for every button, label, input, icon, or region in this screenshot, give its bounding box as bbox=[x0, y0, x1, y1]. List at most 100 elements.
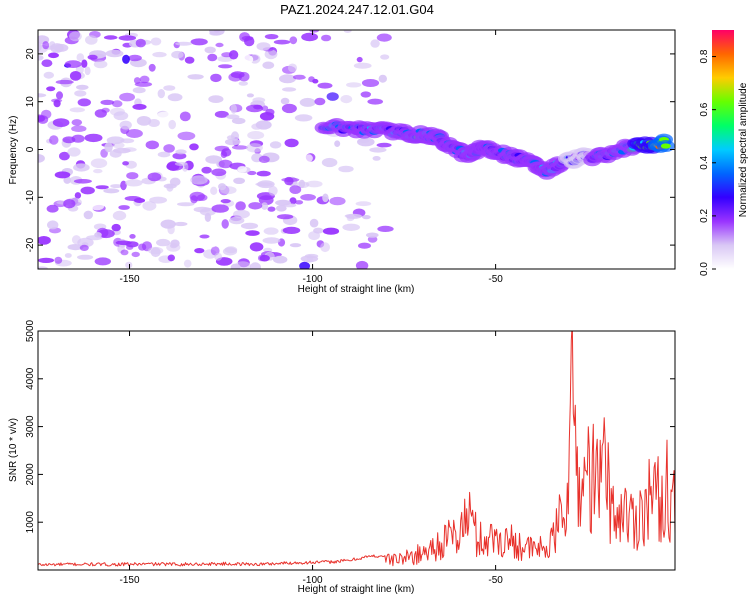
spectrogram-noise-cell bbox=[294, 200, 304, 205]
spectrogram-noise-cell bbox=[255, 182, 273, 187]
spectrogram-noise-cell bbox=[305, 180, 323, 188]
spectrogram-noise-cell bbox=[108, 92, 115, 97]
spectrogram-noise-cell bbox=[238, 81, 248, 86]
spectrogram-noise-cell bbox=[338, 165, 354, 173]
colorbar: 0.0 0.2 0.4 0.6 0.8 Normalized spectral ampl… bbox=[699, 30, 749, 276]
spectrogram-noise-cell bbox=[268, 185, 278, 196]
spectrogram-noise-cell bbox=[276, 214, 294, 220]
spectrogram-noise-cell bbox=[289, 243, 302, 248]
spectrogram-noise-cell bbox=[73, 179, 92, 184]
spectrogram-noise-cell bbox=[321, 34, 332, 42]
spectrogram-noise-cell bbox=[167, 254, 175, 262]
spectrogram-noise-cell bbox=[46, 204, 59, 213]
spectrogram-noise-cell bbox=[76, 84, 89, 90]
spectrogram-noise-cell bbox=[264, 34, 279, 40]
spectrogram-noise-cell bbox=[105, 49, 124, 58]
spectrogram-noise-cell bbox=[317, 82, 333, 89]
spectrogram-noise-cell bbox=[378, 74, 387, 83]
spectrogram-noise-cell bbox=[230, 263, 241, 269]
spectrogram-noise-cell bbox=[120, 138, 135, 144]
spectrogram-noise-cell bbox=[362, 215, 371, 220]
spectrogram-noise-cell bbox=[218, 159, 233, 169]
y-tick-label: 5000 bbox=[25, 319, 36, 342]
spectrogram-noise-cell bbox=[113, 81, 123, 87]
spectrogram-noise-cell bbox=[55, 79, 74, 85]
spectrogram-panel: -150 -100 -50 20 10 0 -10 -20 Height of straig… bbox=[8, 29, 676, 295]
spectrogram-noise-cell bbox=[152, 51, 167, 58]
y-tick-label: 20 bbox=[25, 48, 36, 60]
spectrogram-noise-cell bbox=[220, 150, 228, 159]
spectrogram-noise-cell bbox=[157, 89, 165, 99]
spectrogram-noise-cell bbox=[231, 145, 248, 150]
spectrogram-noise-cell bbox=[303, 68, 310, 78]
spectrogram-noise-cell bbox=[138, 243, 147, 251]
spectrogram-noise-cell bbox=[90, 158, 108, 168]
spectrogram-noise-cell bbox=[300, 255, 319, 263]
spectrogram-noise-cell bbox=[204, 212, 212, 222]
spectrogram-noise-cell bbox=[249, 242, 264, 252]
spectrogram-noise-cell bbox=[332, 215, 348, 225]
spectrogram-noise-cell bbox=[47, 220, 59, 230]
spectrogram-noise-cell bbox=[87, 54, 98, 60]
spectrogram-noise-cell bbox=[337, 45, 350, 52]
spectrogram-noise-cell bbox=[215, 42, 224, 48]
colorbar-tick-label: 0.6 bbox=[699, 102, 710, 116]
x-tick-label: -100 bbox=[303, 274, 323, 285]
spectrogram-noise-cell bbox=[255, 120, 272, 130]
spectrogram-noise-cell bbox=[222, 247, 238, 256]
spectrogram-noise-cell bbox=[100, 99, 115, 105]
spectrogram-noise-cell bbox=[196, 136, 212, 143]
spectrogram-noise-cell bbox=[194, 248, 205, 254]
spectrogram-noise-cell bbox=[145, 140, 159, 150]
y-tick-label: 0 bbox=[25, 146, 36, 152]
spectrogram-noise-cell bbox=[103, 188, 120, 194]
spectrogram-noise-cell bbox=[38, 154, 45, 163]
spectrogram-noise-cell bbox=[281, 103, 297, 114]
spectrogram-noise-cell bbox=[125, 129, 143, 138]
spectrogram-noise-cell bbox=[230, 104, 237, 114]
spectrogram-noise-cell bbox=[38, 266, 48, 269]
spectrogram-noise-cell bbox=[221, 219, 229, 229]
spectrogram-noise-cell bbox=[190, 195, 198, 204]
spectrogram-x-label: Height of straight line (km) bbox=[298, 284, 415, 295]
spectrogram-noise-cell bbox=[233, 209, 250, 219]
spectrogram-noise-cell bbox=[207, 53, 218, 62]
y-tick-label: 4000 bbox=[25, 367, 36, 390]
spectrogram-noise-cell bbox=[237, 165, 247, 173]
colorbar-tick-label: 0.4 bbox=[699, 155, 710, 169]
spectrogram-noise-cell bbox=[54, 171, 71, 179]
spectrogram-noise-cell bbox=[177, 202, 195, 207]
spectrogram-noise-cell bbox=[77, 237, 94, 248]
chart-title: PAZ1.2024.247.12.01.G04 bbox=[280, 2, 434, 17]
spectrogram-noise-cell bbox=[361, 79, 380, 87]
spectrogram-noise-cell bbox=[289, 197, 297, 205]
spectrogram-noise-cell bbox=[63, 199, 76, 209]
spectrogram-noise-cell bbox=[261, 202, 269, 210]
spectrogram-noise-cell bbox=[187, 74, 204, 80]
spectrogram-noise-cell bbox=[246, 93, 254, 98]
spectrogram-noise-cell bbox=[77, 98, 92, 107]
spectrogram-noise-cell bbox=[52, 118, 70, 127]
spectrogram-noise-cell bbox=[49, 135, 59, 145]
spectrogram-noise-cell bbox=[275, 205, 287, 212]
spectrogram-noise-cell bbox=[372, 156, 381, 161]
spectrogram-noise-cell bbox=[94, 232, 102, 238]
spectrogram-noise-cell bbox=[214, 110, 229, 118]
spectrogram-noise-cell bbox=[119, 92, 135, 102]
spectrogram-noise-cell bbox=[132, 103, 147, 110]
spectrogram-noise-cell bbox=[289, 185, 302, 195]
spectrogram-noise-cell bbox=[134, 81, 153, 87]
spectrogram-noise-cell bbox=[180, 182, 197, 187]
spectrogram-noise-cell bbox=[173, 221, 188, 227]
spectrogram-noise-cell bbox=[321, 146, 331, 154]
spectrogram-cells bbox=[38, 30, 675, 269]
snr-series-line bbox=[38, 331, 675, 567]
spectrogram-noise-cell bbox=[261, 105, 269, 111]
spectrogram-noise-cell bbox=[38, 66, 47, 71]
spectrogram-noise-cell bbox=[312, 78, 319, 84]
spectrogram-y-ticks: 20 10 0 -10 -20 bbox=[25, 48, 675, 252]
spectrogram-noise-cell bbox=[247, 170, 257, 176]
spectrogram-noise-cell bbox=[184, 56, 195, 64]
spectrogram-noise-cell bbox=[53, 99, 61, 108]
